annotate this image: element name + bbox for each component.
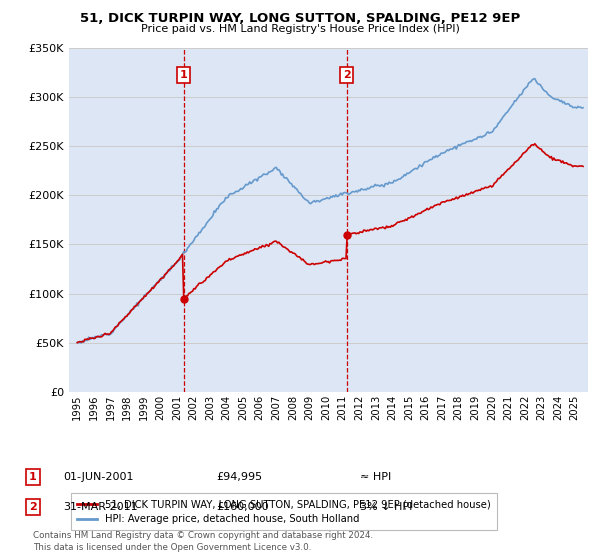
Text: 2: 2	[29, 502, 37, 512]
Text: Price paid vs. HM Land Registry's House Price Index (HPI): Price paid vs. HM Land Registry's House …	[140, 24, 460, 34]
Text: 2: 2	[343, 70, 350, 80]
Text: 3% ↓ HPI: 3% ↓ HPI	[360, 502, 412, 512]
Text: 01-JUN-2001: 01-JUN-2001	[63, 472, 133, 482]
Text: 31-MAR-2011: 31-MAR-2011	[63, 502, 137, 512]
Text: 51, DICK TURPIN WAY, LONG SUTTON, SPALDING, PE12 9EP: 51, DICK TURPIN WAY, LONG SUTTON, SPALDI…	[80, 12, 520, 25]
Text: £94,995: £94,995	[216, 472, 262, 482]
Text: 1: 1	[29, 472, 37, 482]
Text: 1: 1	[180, 70, 188, 80]
Text: This data is licensed under the Open Government Licence v3.0.: This data is licensed under the Open Gov…	[33, 543, 311, 552]
Text: Contains HM Land Registry data © Crown copyright and database right 2024.: Contains HM Land Registry data © Crown c…	[33, 531, 373, 540]
Text: ≈ HPI: ≈ HPI	[360, 472, 391, 482]
Legend: 51, DICK TURPIN WAY, LONG SUTTON, SPALDING, PE12 9EP (detached house), HPI: Aver: 51, DICK TURPIN WAY, LONG SUTTON, SPALDI…	[71, 493, 497, 530]
Text: £160,000: £160,000	[216, 502, 269, 512]
